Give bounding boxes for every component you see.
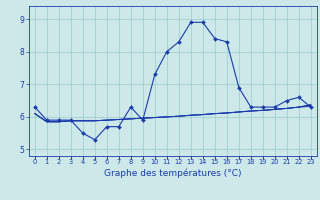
X-axis label: Graphe des températures (°C): Graphe des températures (°C): [104, 168, 242, 178]
